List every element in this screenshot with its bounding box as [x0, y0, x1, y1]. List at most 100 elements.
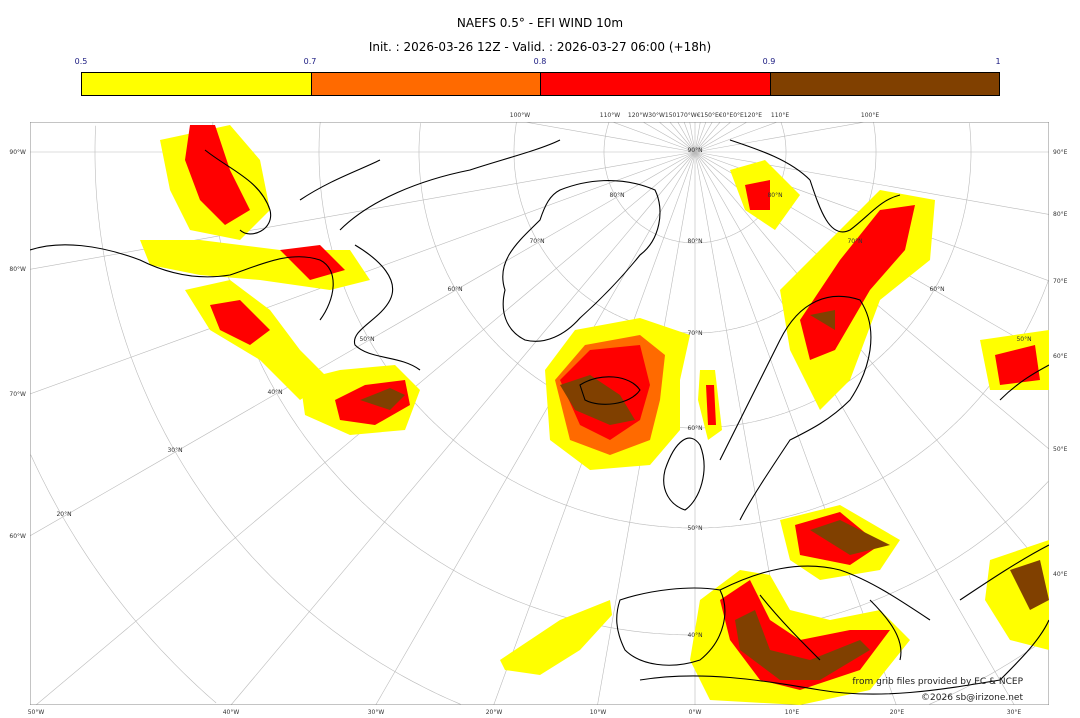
efi-contour-area	[1010, 560, 1049, 610]
meridian-line	[694, 151, 1015, 705]
latitude-label: 20°N	[56, 511, 71, 518]
latitude-circle	[969, 123, 972, 152]
bottom-longitude-label: 40°W	[223, 709, 240, 716]
right-longitude-label: 40°E	[1053, 571, 1068, 578]
latitude-circle	[780, 122, 787, 152]
meridian-line	[694, 151, 897, 705]
left-longitude-label: 70°W	[9, 391, 26, 398]
coastlines	[30, 139, 1049, 695]
meridian-line	[694, 122, 731, 153]
latitude-label: 70°N	[687, 330, 702, 337]
bottom-longitude-label: 0°W	[689, 709, 702, 716]
latitude-circle	[30, 454, 217, 704]
latitude-label: 80°N	[767, 192, 782, 199]
coastline-scandinavia	[719, 295, 872, 521]
coastline-mediterranean	[719, 565, 931, 661]
top-longitude-label: 110°E	[771, 112, 789, 119]
meridian-line	[683, 122, 696, 153]
coastline-north-africa	[639, 619, 1049, 695]
top-longitude-label: 110°W	[600, 112, 620, 119]
meridian-line	[677, 122, 696, 153]
efi-contour-area	[210, 300, 270, 345]
bottom-longitude-label: 30°W	[368, 709, 385, 716]
latitude-label: 60°N	[929, 286, 944, 293]
efi-contour-area	[745, 180, 770, 210]
meridian-line	[642, 122, 696, 153]
colorbar-segment	[541, 73, 771, 95]
meridian-line	[694, 122, 713, 153]
efi-contour-area	[706, 385, 716, 425]
efi-contour-area	[500, 600, 612, 675]
meridian-line	[694, 122, 866, 153]
meridian-line	[612, 122, 696, 153]
right-longitude-label: 60°E	[1053, 353, 1068, 360]
latitude-circle	[929, 637, 1048, 705]
coastline-greenland	[502, 179, 661, 342]
meridian-line	[659, 122, 696, 153]
latitude-label: 50°N	[687, 525, 702, 532]
coastline-alaska	[204, 149, 272, 235]
top-longitude-label: 100°E	[861, 112, 879, 119]
meridian-line	[694, 122, 748, 153]
efi-contour-area	[560, 375, 635, 425]
coastline-british-isles	[663, 437, 705, 511]
meridian-line	[375, 151, 696, 705]
coastline-black-sea	[959, 364, 1049, 601]
coastline-siberia	[729, 139, 901, 233]
right-longitude-label: 90°E	[1053, 149, 1068, 156]
bottom-longitude-label: 50°W	[28, 709, 45, 716]
colorbar-segment	[311, 73, 541, 95]
meridian-line	[30, 151, 696, 270]
efi-contour-area	[185, 280, 330, 400]
bottom-longitude-label: 30°E	[1007, 709, 1022, 716]
latitude-circle	[873, 122, 877, 152]
latitude-label: 80°N	[687, 238, 702, 245]
map-title: NAEFS 0.5° - EFI WIND 10m	[456, 16, 624, 30]
right-longitude-label: 80°E	[1053, 211, 1068, 218]
latitude-label: 50°N	[1016, 336, 1031, 343]
meridian-line	[230, 151, 696, 705]
latitude-label: 70°N	[847, 238, 862, 245]
bottom-longitude-label: 20°E	[890, 709, 905, 716]
meridian-line	[669, 122, 696, 153]
latitude-circle	[94, 125, 461, 705]
latitude-label: 80°N	[609, 192, 624, 199]
colorbar-tick: 0.8	[533, 57, 547, 66]
left-longitude-label: 80°W	[9, 266, 26, 273]
meridian-line	[694, 122, 707, 153]
colorbar	[81, 72, 1000, 96]
right-longitude-label: 50°E	[1053, 446, 1068, 453]
colorbar-tick: 1	[995, 57, 1001, 66]
coastline-north-america	[30, 244, 334, 321]
efi-contour-area	[360, 388, 405, 410]
colorbar-tick: 0.9	[762, 57, 776, 66]
latitude-label: 90°N	[687, 147, 702, 154]
efi-contour-area	[810, 310, 835, 330]
coastline-canada	[299, 139, 561, 371]
axis-labels: 50°W 40°W 30°W 20°W 10°W 0°W 10°E 20°E 30°E 90°W 8…	[9, 112, 1067, 716]
meridian-line	[694, 151, 1049, 215]
meridian-line	[524, 122, 696, 153]
colorbar-segment	[82, 73, 312, 95]
latitude-circle	[318, 122, 1049, 529]
bottom-longitude-label: 20°W	[486, 709, 503, 716]
bottom-longitude-label: 10°E	[785, 709, 800, 716]
latitude-label: 30°N	[167, 447, 182, 454]
bottom-longitude-label: 10°W	[590, 709, 607, 716]
latitude-label: 50°N	[359, 336, 374, 343]
latitude-label: 40°N	[687, 632, 702, 639]
colorbar-tick: 0.7	[303, 57, 317, 66]
efi-contour-area	[995, 345, 1040, 385]
meridian-line	[30, 151, 696, 537]
colorbar-segment	[770, 73, 999, 95]
left-longitude-label: 60°W	[9, 533, 26, 540]
coastline-iceland	[579, 376, 641, 405]
latitude-label: 40°N	[267, 389, 282, 396]
copyright: ©2026 sb@irizone.net	[921, 693, 1023, 703]
left-longitude-label: 90°W	[9, 149, 26, 156]
coastline-iberia	[616, 587, 726, 666]
map-subtitle: Init. : 2026-03-26 12Z - Valid. : 2026-0…	[368, 40, 712, 54]
meridian-line	[694, 122, 721, 153]
efi-contour-area	[185, 125, 250, 225]
